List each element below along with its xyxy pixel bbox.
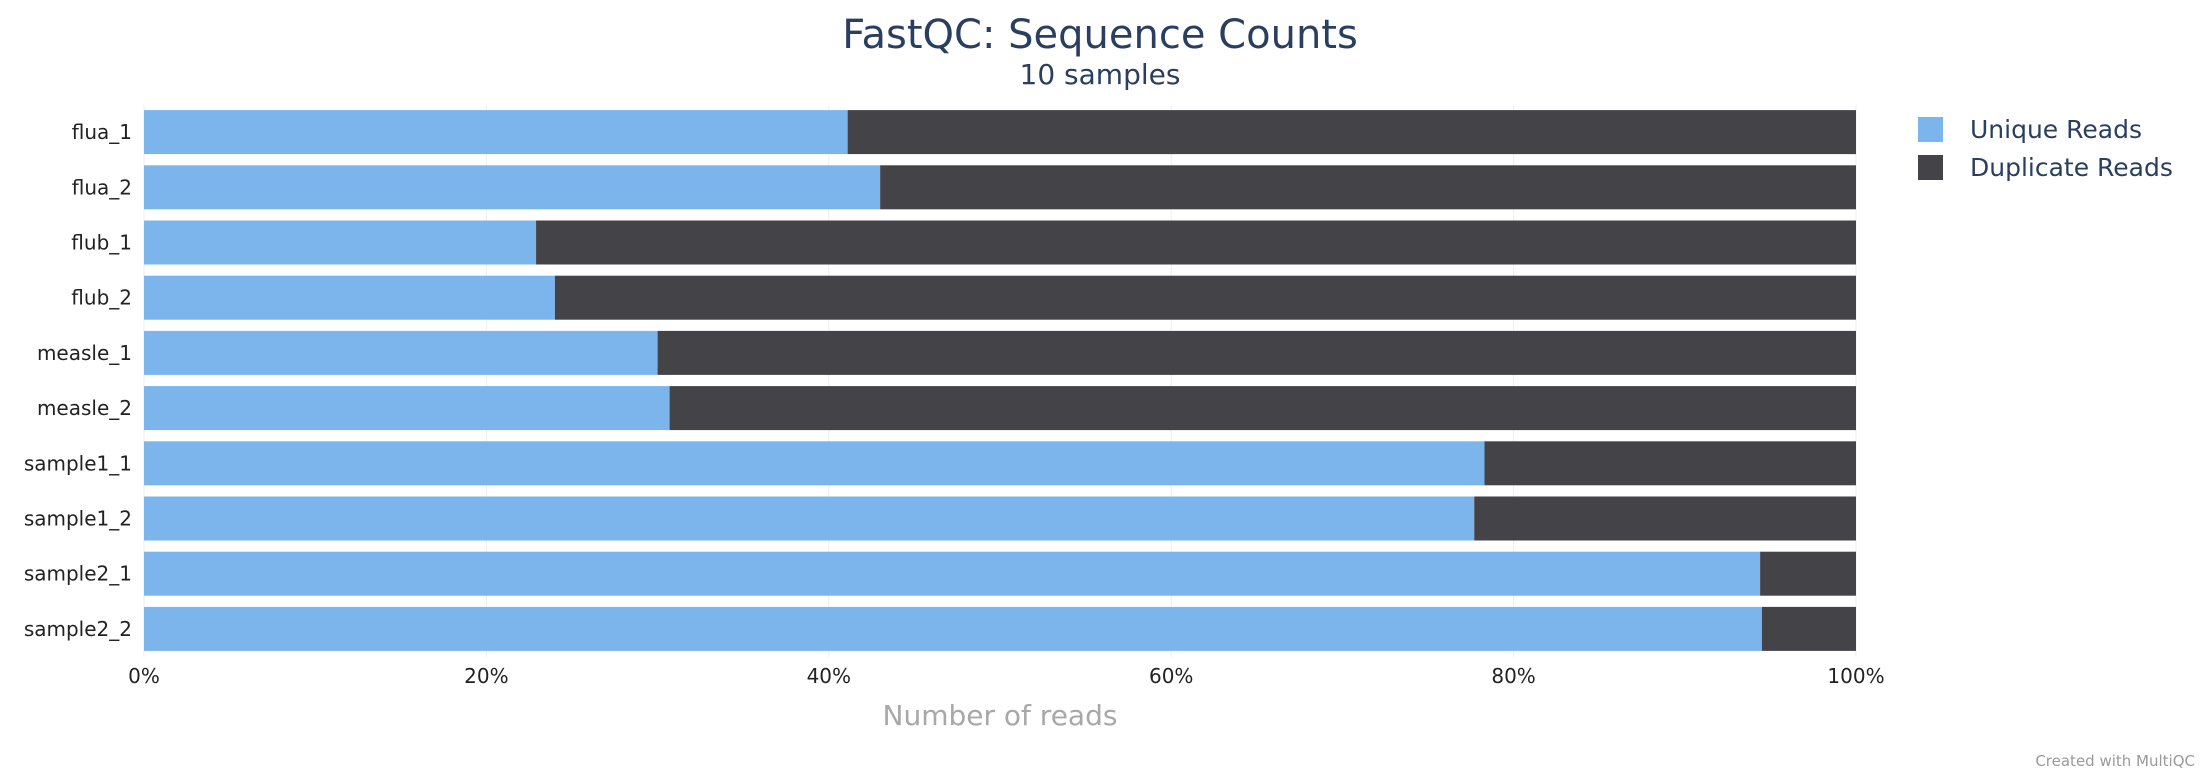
legend: Unique Reads Duplicate Reads xyxy=(1918,115,2173,182)
duplicate-reads-bar-measle-2[interactable] xyxy=(669,386,1856,431)
chart-title: FastQC: Sequence Counts xyxy=(842,12,1358,58)
legend-label-duplicate-reads: Duplicate Reads xyxy=(1970,153,2173,182)
x-tick-label: 100% xyxy=(1827,664,1884,688)
y-tick-label: measle_1 xyxy=(37,341,132,365)
x-tick-label: 60% xyxy=(1149,664,1193,688)
y-axis-ticks: flua_1 flua_2 flub_1 flub_2 measle_1 measle_2… xyxy=(24,120,132,641)
x-tick-label: 0% xyxy=(128,664,160,688)
unique-reads-bar-flua-1[interactable] xyxy=(144,110,848,155)
y-tick-label: flub_1 xyxy=(71,231,132,255)
y-tick-label: flua_2 xyxy=(72,175,132,199)
x-tick-label: 40% xyxy=(807,664,851,688)
duplicate-reads-bar-flub-2[interactable] xyxy=(554,275,1856,320)
y-tick-label: sample2_2 xyxy=(24,617,132,641)
credit-text: Created with MultiQC xyxy=(2035,752,2195,770)
unique-reads-bar-flua-2[interactable] xyxy=(144,165,881,210)
y-tick-label: flua_1 xyxy=(72,120,132,144)
legend-label-unique-reads: Unique Reads xyxy=(1970,115,2142,144)
x-tick-label: 20% xyxy=(464,664,508,688)
legend-swatch-unique-reads xyxy=(1918,117,1943,142)
duplicate-reads-bar-flua-1[interactable] xyxy=(847,110,1856,155)
legend-swatch-duplicate-reads xyxy=(1918,155,1943,180)
y-tick-label: measle_2 xyxy=(37,396,132,420)
unique-reads-bar-sample2-1[interactable] xyxy=(144,551,1761,596)
unique-reads-bar-measle-2[interactable] xyxy=(144,386,670,431)
duplicate-reads-bar-flub-1[interactable] xyxy=(536,220,1856,265)
duplicate-reads-bar-flua-2[interactable] xyxy=(880,165,1856,210)
unique-reads-bar-sample2-2[interactable] xyxy=(144,606,1762,651)
unique-reads-bar-sample1-1[interactable] xyxy=(144,441,1485,486)
unique-reads-bar-flub-1[interactable] xyxy=(144,220,537,265)
x-axis-label: Number of reads xyxy=(883,699,1118,732)
chart-subtitle: 10 samples xyxy=(1020,58,1181,91)
duplicate-reads-bar-sample1-2[interactable] xyxy=(1474,496,1856,541)
y-tick-label: sample1_2 xyxy=(24,507,132,531)
y-tick-label: sample2_1 xyxy=(24,562,132,586)
x-tick-label: 80% xyxy=(1491,664,1535,688)
duplicate-reads-bar-sample2-2[interactable] xyxy=(1761,606,1856,651)
unique-reads-bar-flub-2[interactable] xyxy=(144,275,555,320)
y-tick-label: flub_2 xyxy=(71,286,132,310)
duplicate-reads-bar-sample1-1[interactable] xyxy=(1484,441,1856,486)
duplicate-reads-bar-sample2-1[interactable] xyxy=(1760,551,1856,596)
bars-layer xyxy=(144,110,1856,651)
duplicate-reads-bar-measle-1[interactable] xyxy=(657,330,1856,375)
unique-reads-bar-measle-1[interactable] xyxy=(144,330,658,375)
y-tick-label: sample1_1 xyxy=(24,451,132,475)
unique-reads-bar-sample1-2[interactable] xyxy=(144,496,1475,541)
x-axis-ticks: 0% 20% 40% 60% 80% 100% xyxy=(128,664,1884,688)
